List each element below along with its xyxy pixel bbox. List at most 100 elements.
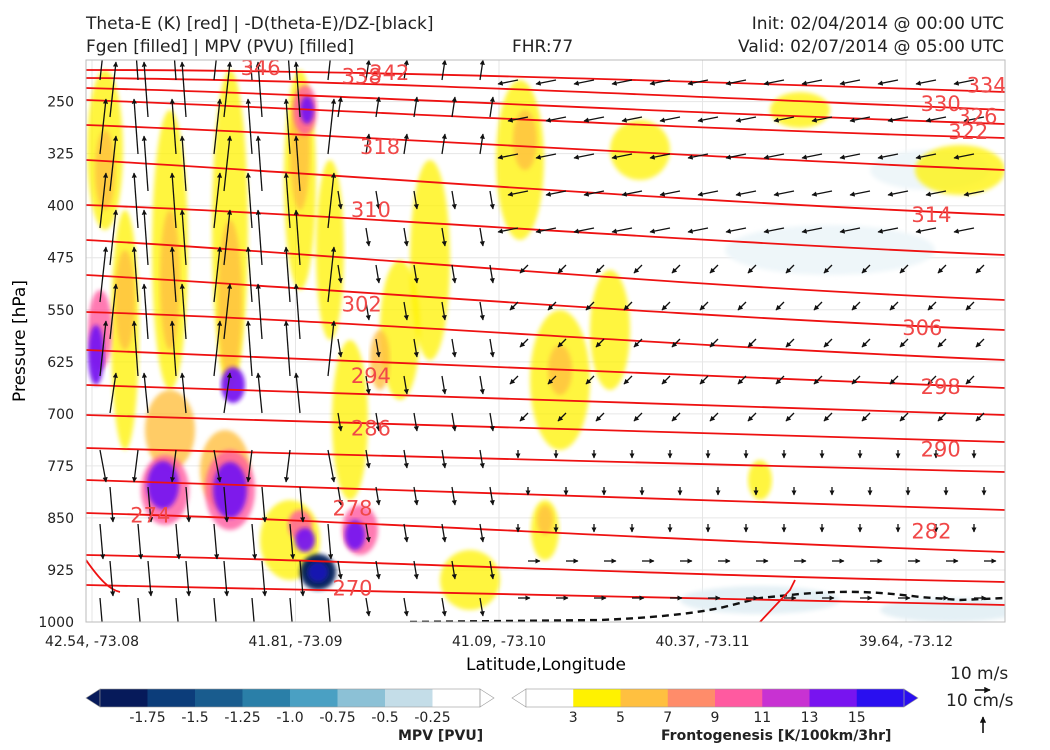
wind-vector [953,227,975,234]
fgen-region [370,330,390,390]
wind-vector [573,79,595,86]
y-tick-label: 700 [47,407,74,423]
wind-vector [479,523,485,543]
wind-vector [173,60,177,81]
wind-vector [403,449,409,469]
theta-e-label: 346 [241,56,281,80]
wind-vector [535,227,557,234]
wind-vector [175,597,179,622]
wind-vector [775,375,785,385]
wind-vector [633,338,643,348]
wind-vector [975,338,985,348]
wind-vector [507,190,529,197]
wind-vector [611,227,633,234]
wind-vector [451,190,457,210]
wind-vector [251,523,258,560]
wind-vector [337,560,343,580]
wind-vector [899,412,909,422]
wind-vector [633,412,643,422]
wind-vector [99,597,103,622]
wind-vector [709,338,719,348]
wind-vector [141,135,149,192]
wind-vector [441,375,447,395]
mpv-tick-label: -0.75 [319,710,355,726]
wind-vector [223,372,232,414]
wind-vector [131,172,139,229]
wind-vector [365,133,371,155]
wind-vector [109,209,119,266]
wind-vector [785,338,795,348]
wind-vector [547,375,557,385]
fgen-region [770,92,830,128]
fgen-region [513,110,537,170]
wind-vector [169,172,177,229]
x-tick-label: 41.09, -73.10 [452,634,546,650]
frontogenesis-colorbar: 3 5 7 9 11 13 15 [511,688,919,726]
fgen-region [295,528,315,552]
wind-vector [489,560,495,580]
wind-vector [109,283,119,340]
wind-vector [99,60,103,81]
wind-vector [185,560,192,597]
wind-vector [861,264,871,274]
wind-vector [451,412,457,432]
wind-vector [861,412,871,422]
wind-vector [709,264,719,274]
wind-vector [169,98,177,155]
wind-vector [497,227,519,234]
chart-title-line-2: Fgen [filled] | MPV (PVU) [filled] [86,37,355,57]
theta-e-label: 302 [342,293,382,317]
wind-vector [775,301,785,311]
wind-vector [255,135,263,192]
wind-vector [763,227,785,234]
wind-vector [621,116,643,123]
wind-vector [747,264,757,274]
wind-vector [413,486,419,506]
wind-vector [179,61,187,118]
wind-vector [489,190,495,210]
wind-vector [131,98,139,155]
theta-e-label: 306 [902,316,942,340]
wind-vector [441,227,447,247]
fgen-region [915,145,1005,195]
wind-vector [245,172,253,229]
wind-vector [223,135,233,192]
wind-vector [915,79,937,86]
wind-vector [223,61,233,118]
wind-vector [623,301,633,311]
wind-vector [937,264,947,274]
wind-vector [132,449,139,483]
theta-e-label: 278 [332,497,372,521]
theta-e-line [86,559,121,593]
theta-e-label: 322 [948,120,988,144]
fgen-region [332,340,368,500]
wind-vector [255,283,263,340]
wind-vector [649,153,671,160]
wind-vector [169,320,177,377]
wind-vector [365,375,371,395]
wind-vector [735,116,757,123]
wind-vector [99,449,108,483]
fgen-region [147,461,179,509]
wind-vector [965,375,975,385]
wind-vector [671,264,681,274]
wind-vector [375,264,381,284]
mpv-tick-label: -1.5 [181,710,208,726]
wind-vector [687,227,709,234]
wind-vector [479,597,485,617]
wind-vector [623,375,633,385]
wind-vector [763,79,785,86]
fgen-left-cap [511,688,527,708]
wind-vector [611,79,633,86]
wind-vector [519,264,529,274]
wind-vector [557,338,567,348]
reference-arrows [975,686,991,733]
wind-vector [327,597,331,622]
wind-vectors [99,60,997,622]
wind-vector [327,523,334,560]
wind-vector [735,190,757,197]
wind-vector [725,79,747,86]
wind-vector [583,116,605,123]
theta-e-label: 314 [911,203,951,227]
wind-vector [261,486,268,523]
